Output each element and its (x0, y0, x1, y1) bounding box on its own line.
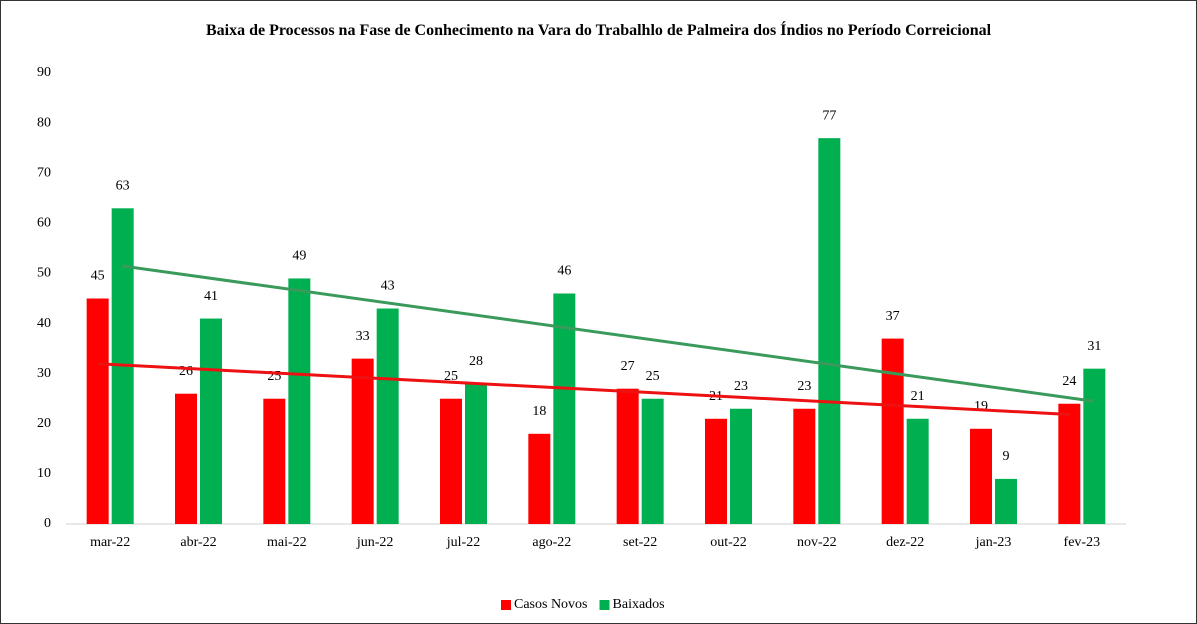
bar (528, 433, 551, 524)
bar (818, 138, 841, 524)
x-tick-label: jun-22 (356, 535, 394, 550)
bar (175, 393, 197, 524)
data-label: 25 (267, 369, 281, 384)
data-label: 9 (1003, 449, 1010, 464)
legend-label: Baixados (613, 597, 665, 612)
x-tick-label: ago-22 (532, 535, 571, 550)
x-tick-label: mai-22 (267, 535, 307, 550)
y-tick-label: 10 (37, 466, 51, 481)
data-label: 45 (91, 269, 105, 284)
bar (881, 338, 904, 524)
bar (970, 428, 992, 524)
chart-title: Baixa de Processos na Fase de Conhecimen… (205, 22, 992, 39)
data-label: 28 (469, 354, 483, 369)
bar (616, 388, 639, 524)
x-tick-label: jan-23 (975, 535, 1012, 550)
bar (351, 358, 374, 524)
bar (1058, 403, 1081, 524)
trendline (98, 362, 1070, 416)
y-tick-label: 30 (37, 366, 51, 381)
bar (200, 318, 222, 524)
x-tick-label: dez-22 (886, 535, 924, 550)
data-label: 23 (734, 379, 748, 394)
data-label: 26 (179, 364, 193, 379)
data-label: 27 (621, 359, 635, 374)
y-tick-label: 90 (37, 65, 51, 80)
y-tick-label: 0 (44, 516, 51, 531)
x-tick-label: abr-22 (180, 535, 216, 550)
x-tick-label: set-22 (623, 535, 657, 550)
bar (995, 478, 1017, 524)
data-label: 31 (1087, 339, 1101, 354)
data-label: 19 (974, 399, 988, 414)
data-label: 23 (797, 379, 811, 394)
y-tick-label: 20 (37, 416, 51, 431)
data-label: 46 (557, 264, 571, 279)
bar (906, 418, 929, 524)
data-label: 33 (356, 329, 370, 344)
bar (440, 398, 462, 524)
bar (86, 298, 109, 524)
data-label: 25 (646, 369, 660, 384)
legend-label: Casos Novos (514, 597, 588, 612)
bar (263, 398, 286, 524)
data-label: 37 (886, 309, 900, 324)
x-tick-label: jul-22 (446, 535, 480, 550)
bar (793, 408, 816, 524)
data-label: 77 (822, 108, 836, 123)
y-tick-label: 40 (37, 316, 51, 331)
data-label: 43 (381, 279, 395, 294)
x-tick-label: out-22 (710, 535, 747, 550)
data-label: 25 (444, 369, 458, 384)
bar (553, 293, 576, 524)
bar (1083, 368, 1106, 524)
bar (288, 278, 311, 524)
data-label: 21 (911, 389, 925, 404)
x-tick-label: nov-22 (797, 535, 837, 550)
legend-swatch (501, 600, 511, 610)
bar (730, 408, 752, 524)
y-tick-label: 50 (37, 266, 51, 281)
data-label: 24 (1062, 374, 1076, 389)
data-label: 63 (116, 179, 130, 194)
legend-swatch (599, 600, 610, 610)
y-tick-label: 80 (37, 115, 51, 130)
x-tick-label: mar-22 (90, 535, 130, 550)
data-label: 41 (204, 289, 218, 304)
y-tick-label: 70 (37, 165, 51, 180)
data-label: 18 (532, 404, 546, 419)
bar (641, 398, 664, 524)
bar (705, 418, 727, 524)
x-tick-label: fev-23 (1064, 535, 1101, 550)
trendline (121, 264, 1095, 403)
data-label: 49 (292, 249, 306, 264)
bar (376, 308, 399, 524)
y-tick-label: 60 (37, 216, 51, 231)
bar (465, 383, 487, 524)
